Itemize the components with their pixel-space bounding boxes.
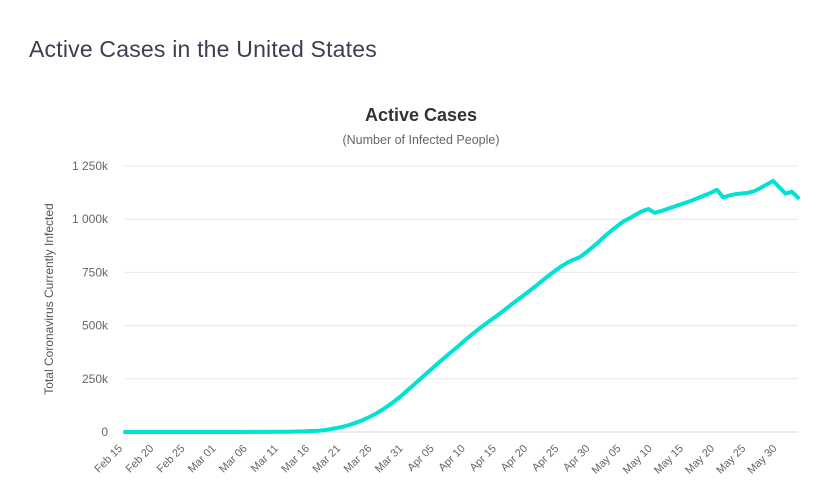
y-tick-label: 250k <box>82 372 109 386</box>
active-cases-series-line[interactable] <box>123 178 800 434</box>
x-tick-label: May 15 <box>652 443 686 477</box>
x-tick-label: May 25 <box>714 443 748 477</box>
x-tick-label: Feb 15 <box>92 443 125 476</box>
x-tick-label: May 10 <box>621 443 655 477</box>
x-tick-label: May 30 <box>745 443 779 477</box>
x-tick-label: Mar 16 <box>279 443 312 476</box>
x-tick-label: Apr 10 <box>436 443 467 474</box>
x-tick-label: Mar 11 <box>249 443 281 475</box>
chart-subtitle: (Number of Infected People) <box>342 133 500 147</box>
x-tick-label: Mar 26 <box>342 443 375 476</box>
y-tick-label: 0 <box>101 425 108 439</box>
x-tick-label: Mar 01 <box>186 443 219 476</box>
x-tick-label: Apr 05 <box>405 443 436 474</box>
page-title: Active Cases in the United States <box>29 36 377 62</box>
y-tick-label: 1 000k <box>72 212 109 226</box>
x-tick-label: Apr 25 <box>530 443 561 474</box>
x-tick-label: Mar 21 <box>311 443 344 476</box>
x-tick-label: Feb 25 <box>155 443 188 476</box>
x-tick-label: Mar 06 <box>217 443 250 476</box>
x-tick-label: May 05 <box>590 443 624 477</box>
y-tick-label: 500k <box>82 319 109 333</box>
y-tick-label: 1 250k <box>72 159 109 173</box>
x-tick-label: May 20 <box>683 443 717 477</box>
x-tick-label: Mar 31 <box>373 443 406 476</box>
x-tick-label: Feb 20 <box>124 443 157 476</box>
x-tick-label: Apr 20 <box>499 443 530 474</box>
y-tick-label: 750k <box>82 265 109 279</box>
chart-title: Active Cases <box>364 105 478 125</box>
x-tick-label: Apr 30 <box>561 443 592 474</box>
x-tick-label: Apr 15 <box>468 443 499 474</box>
